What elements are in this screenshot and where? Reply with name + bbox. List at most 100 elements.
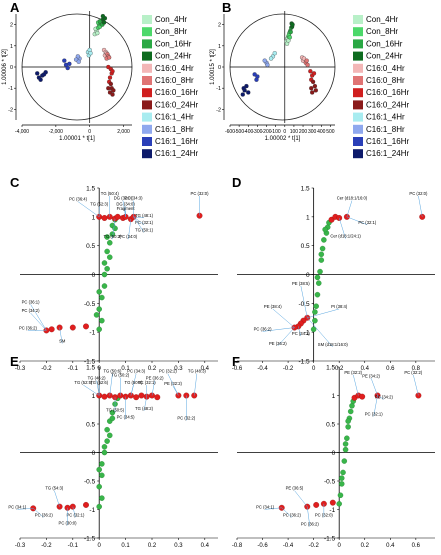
green-point	[105, 266, 110, 271]
legend-label: Con_24Hr	[366, 52, 403, 61]
point-label: PE (38:4)	[264, 304, 282, 309]
y-tick-label: -1	[8, 86, 13, 92]
legend-label: C16:0_16Hr	[155, 88, 198, 97]
green-point	[102, 272, 107, 277]
x-tick-label: 0	[338, 543, 342, 549]
green-point	[102, 444, 107, 449]
point-label: PE (36:2)	[269, 341, 287, 346]
green-point	[97, 327, 102, 332]
green-point	[346, 419, 351, 424]
green-point	[102, 260, 107, 265]
data-point	[305, 59, 309, 63]
green-point	[99, 473, 104, 478]
green-point	[102, 283, 107, 288]
green-point	[340, 470, 345, 475]
green-point	[343, 447, 348, 452]
x-tick-label: -100	[271, 129, 281, 135]
data-point	[62, 59, 66, 63]
data-point	[108, 76, 112, 80]
y-tick-label: 0	[332, 450, 336, 457]
green-point	[110, 416, 115, 421]
x-tick-label: 500	[326, 129, 335, 135]
legend-swatch	[353, 52, 363, 61]
x-tick-label: -0.1	[68, 366, 79, 372]
y-tick-label: -1.5	[84, 536, 96, 543]
point-label: TG (48:1)	[135, 213, 154, 218]
legend-swatch	[142, 100, 152, 109]
x-axis-label: 1.00002 * t[1]	[265, 136, 301, 142]
point-label: PC (32:1)	[358, 220, 377, 225]
point-label: PC (32:1)	[66, 512, 85, 517]
data-point	[289, 30, 293, 34]
x-tick-label: 400	[317, 129, 326, 135]
x-tick-label: 0.2	[148, 366, 157, 372]
point-label: TG (52:3)	[90, 201, 109, 206]
x-tick-label: 0	[283, 129, 286, 135]
x-tick-label: 0.2	[361, 543, 370, 549]
green-point	[338, 493, 343, 498]
green-point	[337, 501, 342, 506]
legend-swatch	[353, 27, 363, 36]
green-point	[342, 458, 347, 463]
green-point	[349, 403, 354, 408]
data-point	[263, 59, 267, 63]
red-point	[102, 394, 108, 400]
x-axis-label: 1.00001 * t[1]	[59, 136, 95, 142]
y-tick-label: -2	[8, 107, 13, 113]
red-point	[359, 394, 365, 400]
green-point	[99, 496, 104, 501]
red-point	[70, 325, 76, 331]
panel-letter: A	[10, 0, 20, 15]
label-leader	[418, 196, 422, 217]
y-tick-label: -1.5	[324, 536, 336, 543]
green-point	[99, 295, 104, 300]
data-point	[35, 71, 39, 75]
red-point	[139, 393, 145, 399]
green-point	[344, 436, 349, 441]
y-tick-label: 1.5	[86, 365, 95, 372]
y-tick-label: 0	[92, 450, 96, 457]
point-label: PC (34:1)	[8, 504, 27, 509]
green-point	[97, 467, 102, 472]
data-point	[308, 69, 312, 73]
point-label: PI (38:4)	[331, 304, 348, 309]
point-label: PC (36:2)	[19, 325, 38, 330]
point-label: SM	[59, 339, 66, 344]
legend-label: C16:1_4Hr	[155, 113, 194, 122]
y-tick-label: 1	[332, 393, 336, 400]
red-point	[419, 214, 425, 220]
point-label: PC (34:3)	[127, 369, 146, 374]
point-label: PC (32:2)	[404, 370, 423, 375]
label-leader	[347, 201, 352, 217]
y-tick-label: 1.5	[86, 186, 95, 193]
panel-letter: D	[232, 175, 241, 190]
legend-swatch	[353, 15, 363, 24]
data-point	[241, 93, 245, 97]
point-label: PC (36:2)	[301, 521, 320, 526]
point-label: PE (38:5)	[292, 281, 310, 286]
legend-label: Con_4Hr	[366, 15, 398, 24]
y-tick-label: -2	[216, 107, 221, 113]
point-label: PC (36:2)	[254, 326, 273, 331]
x-tick-label: -0.1	[68, 543, 79, 549]
green-point	[319, 257, 324, 262]
y-tick-label: -0.5	[84, 479, 96, 486]
data-point	[312, 71, 316, 75]
green-point	[339, 476, 344, 481]
legend-swatch	[142, 76, 152, 85]
data-point	[253, 72, 257, 76]
green-point	[112, 226, 117, 231]
legend-swatch	[353, 113, 363, 122]
point-label: PE (32:2)	[164, 381, 182, 386]
red-point	[154, 394, 160, 400]
legend-swatch	[142, 88, 152, 97]
green-point	[319, 252, 324, 257]
data-point	[95, 31, 99, 35]
label-leader	[307, 309, 339, 318]
green-point	[323, 227, 328, 232]
point-label: TG (52:6)	[90, 380, 109, 385]
point-label: Cer (d18:1/16:0)	[337, 196, 368, 201]
